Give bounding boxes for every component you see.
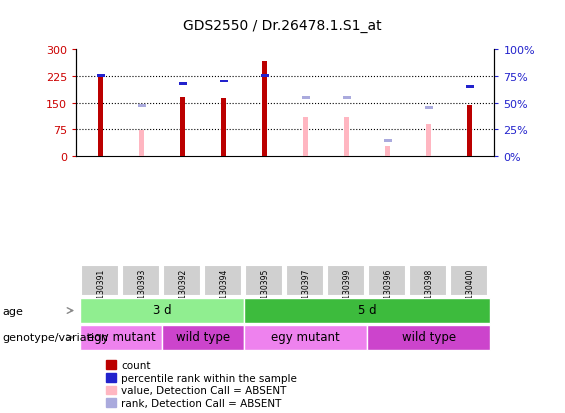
Text: genotype/variation: genotype/variation [3,332,109,342]
Bar [467,106,472,157]
Text: egy mutant: egy mutant [271,330,340,344]
FancyBboxPatch shape [163,265,201,297]
Bar [427,125,431,157]
FancyBboxPatch shape [450,265,488,297]
Bar [221,99,227,157]
FancyBboxPatch shape [245,265,283,297]
Bar [262,62,267,157]
FancyBboxPatch shape [204,265,242,297]
Text: GSM130399: GSM130399 [342,268,351,315]
Text: wild type: wild type [176,330,231,344]
Bar [180,98,185,157]
Text: wild type: wild type [402,330,456,344]
FancyBboxPatch shape [368,265,406,297]
Text: egy mutant: egy mutant [87,330,156,344]
Bar [343,97,351,99]
FancyBboxPatch shape [286,265,324,297]
FancyBboxPatch shape [162,325,244,350]
FancyBboxPatch shape [80,299,244,323]
Bar [98,78,103,157]
FancyBboxPatch shape [122,265,160,297]
Text: 3 d: 3 d [153,304,172,317]
Bar [97,75,105,78]
Bar [140,131,144,157]
Text: GSM130398: GSM130398 [424,268,433,314]
FancyBboxPatch shape [244,299,490,323]
Text: GSM130400: GSM130400 [466,268,474,315]
Bar [138,105,146,108]
FancyBboxPatch shape [327,265,365,297]
Text: GSM130392: GSM130392 [179,268,188,314]
Legend: count, percentile rank within the sample, value, Detection Call = ABSENT, rank, : count, percentile rank within the sample… [106,361,297,408]
Text: GSM130391: GSM130391 [97,268,105,314]
Bar [384,140,392,142]
FancyBboxPatch shape [409,265,447,297]
Text: age: age [3,306,24,316]
Text: GDS2550 / Dr.26478.1.S1_at: GDS2550 / Dr.26478.1.S1_at [183,19,382,33]
Text: GSM130396: GSM130396 [383,268,392,315]
Text: GSM130394: GSM130394 [219,268,228,315]
Bar [179,83,187,85]
Bar [385,146,390,157]
Bar [261,75,269,78]
FancyBboxPatch shape [80,325,162,350]
Text: GSM130395: GSM130395 [260,268,270,315]
Text: GSM130397: GSM130397 [301,268,310,315]
Text: GSM130393: GSM130393 [137,268,146,315]
Bar [302,97,310,99]
Bar [344,118,349,157]
FancyBboxPatch shape [81,265,119,297]
Text: 5 d: 5 d [358,304,377,317]
Bar [303,118,308,157]
Bar [220,81,228,83]
Bar [425,107,433,110]
Bar [466,86,473,88]
FancyBboxPatch shape [244,325,367,350]
FancyBboxPatch shape [367,325,490,350]
